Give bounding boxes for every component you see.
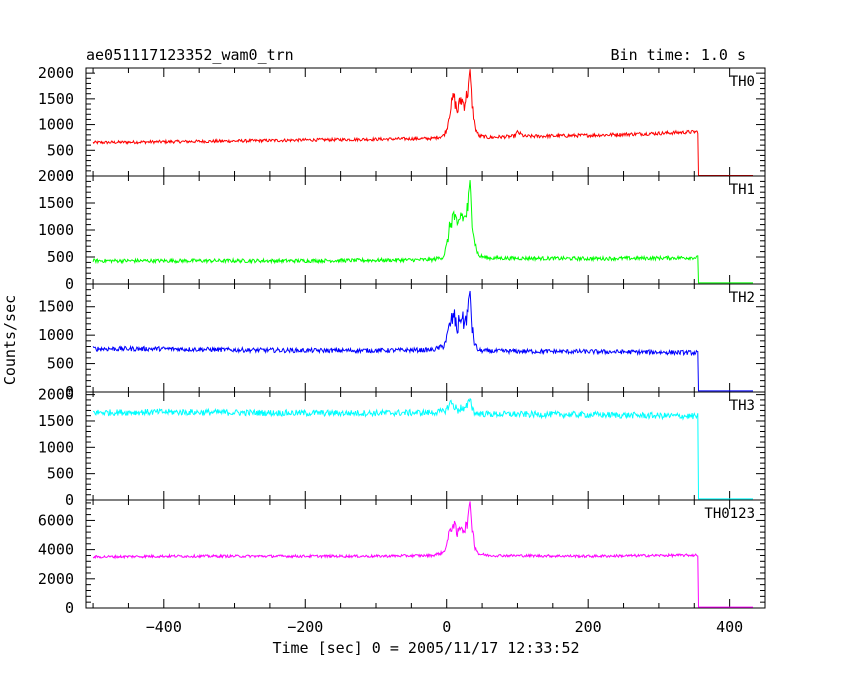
y-tick-label: 1500 <box>38 194 74 212</box>
panel-frame <box>85 499 766 609</box>
y-tick-label: 1000 <box>38 326 74 344</box>
y-tick-label: 500 <box>47 465 74 483</box>
panel-frame <box>85 391 766 501</box>
panel-th1: 0 500 1000 1500 2000 TH1 <box>38 167 766 293</box>
y-tick-label: 1500 <box>38 298 74 316</box>
x-tick-label: 0 <box>442 618 451 636</box>
y-tick-label: 0 <box>65 491 74 509</box>
y-tick-label: 0 <box>65 167 74 185</box>
panel-th3: 0 500 1000 1500 2000 TH3 <box>38 386 766 509</box>
y-tick-label: 2000 <box>38 167 74 185</box>
x-axis-title: Time [sec] 0 = 2005/11/17 12:33:52 <box>272 639 579 657</box>
bin-time-label: Bin time: 1.0 s <box>611 46 746 64</box>
y-tick-label: 6000 <box>38 511 74 529</box>
series-line-th0123 <box>92 501 753 608</box>
panel-label-th2: TH2 <box>730 290 755 306</box>
panel-label-th0: TH0 <box>730 74 755 90</box>
panel-label-th1: TH1 <box>730 182 755 198</box>
panel-frame <box>85 175 766 285</box>
y-tick-label: 2000 <box>38 386 74 404</box>
panel-th0: 0 500 1000 1500 2000 TH0 <box>38 64 766 185</box>
y-tick-label: 1500 <box>38 412 74 430</box>
y-tick-label: 0 <box>65 383 74 401</box>
y-tick-label: 1000 <box>38 116 74 134</box>
panel-label-th3: TH3 <box>730 398 755 414</box>
panel-th2: 0 500 1000 1500 TH2 <box>38 283 766 401</box>
y-tick-label: 1000 <box>38 438 74 456</box>
series-line-th0 <box>92 69 753 176</box>
y-tick-label: 500 <box>47 355 74 373</box>
panel-th0123: 0 2000 4000 6000 TH0123 <box>38 499 766 617</box>
panel-frame <box>85 67 766 177</box>
y-tick-label: 0 <box>65 275 74 293</box>
series-line-th1 <box>92 180 753 284</box>
panel-frame <box>85 283 766 393</box>
panel-label-th0123: TH0123 <box>704 506 755 522</box>
y-tick-label: 500 <box>47 248 74 266</box>
series-line-th2 <box>92 290 753 392</box>
y-tick-label: 500 <box>47 141 74 159</box>
series-line-th3 <box>92 397 753 500</box>
x-tick-label: 200 <box>575 618 602 636</box>
y-tick-label: 2000 <box>38 64 74 82</box>
x-tick-label: −200 <box>287 618 323 636</box>
y-tick-label: 1500 <box>38 90 74 108</box>
y-tick-label: 0 <box>65 599 74 617</box>
y-tick-label: 1000 <box>38 221 74 239</box>
y-axis-title: Counts/sec <box>1 295 19 385</box>
x-tick-label: 400 <box>716 618 743 636</box>
x-tick-label: −400 <box>146 618 182 636</box>
y-tick-label: 4000 <box>38 541 74 559</box>
chart-title: ae051117123352_wam0_trn <box>86 46 294 64</box>
x-tick-labels: −400 −200 0 200 400 <box>146 618 743 636</box>
y-tick-label: 2000 <box>38 570 74 588</box>
